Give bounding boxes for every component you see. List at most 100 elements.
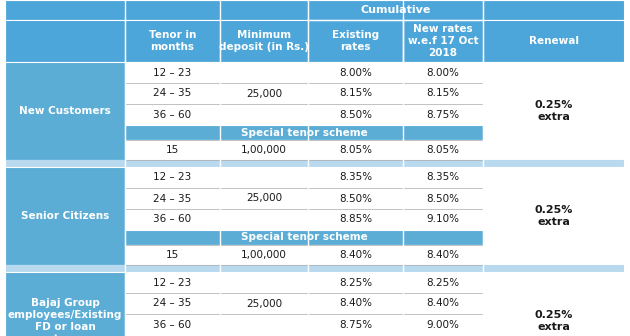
Bar bbox=[308, 104, 403, 125]
Text: 8.05%: 8.05% bbox=[427, 145, 459, 155]
Text: 8.85%: 8.85% bbox=[339, 214, 372, 224]
Bar bbox=[5, 0, 308, 20]
Bar bbox=[125, 20, 220, 62]
Text: 12 – 23: 12 – 23 bbox=[153, 278, 192, 288]
Text: 8.50%: 8.50% bbox=[339, 110, 372, 120]
Text: 1,00,000: 1,00,000 bbox=[241, 145, 287, 155]
Text: 15: 15 bbox=[166, 145, 179, 155]
Text: 25,000: 25,000 bbox=[246, 298, 282, 308]
Bar bbox=[220, 20, 308, 62]
Text: Bajaj Group
employees/Existing
FD or loan
customers: Bajaj Group employees/Existing FD or loa… bbox=[8, 298, 122, 336]
Text: 9.10%: 9.10% bbox=[427, 214, 459, 224]
Bar bbox=[403, 104, 483, 125]
Text: 8.35%: 8.35% bbox=[427, 172, 459, 182]
Text: 36 – 60: 36 – 60 bbox=[154, 320, 192, 330]
Text: 8.40%: 8.40% bbox=[427, 298, 459, 308]
Bar bbox=[403, 245, 483, 265]
Text: 8.15%: 8.15% bbox=[339, 88, 372, 98]
Bar bbox=[125, 335, 483, 336]
Bar bbox=[5, 272, 125, 336]
Bar bbox=[125, 272, 220, 293]
Bar bbox=[5, 265, 625, 272]
Text: 8.40%: 8.40% bbox=[339, 298, 372, 308]
Bar bbox=[5, 160, 625, 167]
Bar bbox=[125, 230, 483, 245]
Text: 8.00%: 8.00% bbox=[427, 68, 459, 78]
Bar bbox=[5, 167, 125, 265]
Text: 8.75%: 8.75% bbox=[339, 320, 372, 330]
Text: 24 – 35: 24 – 35 bbox=[153, 298, 192, 308]
Bar bbox=[483, 20, 625, 62]
Bar bbox=[403, 167, 483, 188]
Bar bbox=[308, 272, 403, 293]
Bar bbox=[220, 83, 308, 104]
Text: 9.00%: 9.00% bbox=[427, 320, 459, 330]
Bar bbox=[308, 83, 403, 104]
Bar bbox=[220, 209, 308, 230]
Text: New rates
w.e.f 17 Oct
2018: New rates w.e.f 17 Oct 2018 bbox=[408, 24, 478, 58]
Bar bbox=[308, 245, 403, 265]
Bar bbox=[220, 62, 308, 83]
Text: 36 – 60: 36 – 60 bbox=[154, 110, 192, 120]
Bar bbox=[308, 314, 403, 335]
Text: 8.25%: 8.25% bbox=[427, 278, 459, 288]
Bar bbox=[308, 209, 403, 230]
Text: 24 – 35: 24 – 35 bbox=[153, 194, 192, 204]
Bar bbox=[220, 272, 308, 293]
Bar bbox=[483, 167, 625, 265]
Bar bbox=[220, 188, 308, 209]
Text: 8.05%: 8.05% bbox=[339, 145, 372, 155]
Text: 36 – 60: 36 – 60 bbox=[154, 214, 192, 224]
Bar bbox=[125, 293, 220, 314]
Bar bbox=[125, 104, 220, 125]
Bar bbox=[220, 293, 308, 314]
Text: 25,000: 25,000 bbox=[246, 88, 282, 98]
Bar bbox=[220, 140, 308, 160]
Text: 8.40%: 8.40% bbox=[339, 250, 372, 260]
Text: 1,00,000: 1,00,000 bbox=[241, 250, 287, 260]
Bar bbox=[220, 245, 308, 265]
Bar bbox=[125, 140, 220, 160]
Bar bbox=[220, 104, 308, 125]
Bar bbox=[403, 83, 483, 104]
Text: 8.40%: 8.40% bbox=[427, 250, 459, 260]
Bar bbox=[308, 0, 483, 20]
Bar bbox=[125, 188, 220, 209]
Text: 0.25%
extra: 0.25% extra bbox=[535, 205, 573, 227]
Bar bbox=[125, 125, 483, 140]
Bar bbox=[5, 20, 125, 62]
Bar bbox=[5, 62, 125, 160]
Text: New Customers: New Customers bbox=[19, 106, 111, 116]
Text: 8.75%: 8.75% bbox=[427, 110, 459, 120]
Text: Special tenor scheme: Special tenor scheme bbox=[241, 127, 367, 137]
Text: Renewal: Renewal bbox=[529, 36, 579, 46]
Text: 8.00%: 8.00% bbox=[339, 68, 372, 78]
Bar bbox=[125, 62, 220, 83]
Text: 8.50%: 8.50% bbox=[427, 194, 459, 204]
Bar bbox=[403, 140, 483, 160]
Bar bbox=[403, 188, 483, 209]
Text: Cumulative: Cumulative bbox=[360, 5, 431, 15]
Text: 25,000: 25,000 bbox=[246, 194, 282, 204]
Text: 8.25%: 8.25% bbox=[339, 278, 372, 288]
Text: Tenor in
months: Tenor in months bbox=[149, 30, 196, 52]
Bar bbox=[125, 83, 220, 104]
Text: Minimum
deposit (in Rs.): Minimum deposit (in Rs.) bbox=[219, 30, 309, 52]
Text: 8.35%: 8.35% bbox=[339, 172, 372, 182]
Text: 12 – 23: 12 – 23 bbox=[153, 172, 192, 182]
Bar bbox=[125, 209, 220, 230]
Text: Senior Citizens: Senior Citizens bbox=[21, 211, 109, 221]
Text: Existing
rates: Existing rates bbox=[332, 30, 379, 52]
Bar bbox=[125, 314, 220, 335]
Bar bbox=[483, 272, 625, 336]
Bar bbox=[308, 62, 403, 83]
Text: 0.25%
extra: 0.25% extra bbox=[535, 310, 573, 332]
Text: 12 – 23: 12 – 23 bbox=[153, 68, 192, 78]
Bar bbox=[483, 0, 625, 20]
Bar bbox=[308, 140, 403, 160]
Text: 15: 15 bbox=[166, 250, 179, 260]
Bar bbox=[308, 167, 403, 188]
Bar bbox=[483, 62, 625, 160]
Bar bbox=[125, 167, 220, 188]
Text: Special tenor scheme: Special tenor scheme bbox=[241, 233, 367, 243]
